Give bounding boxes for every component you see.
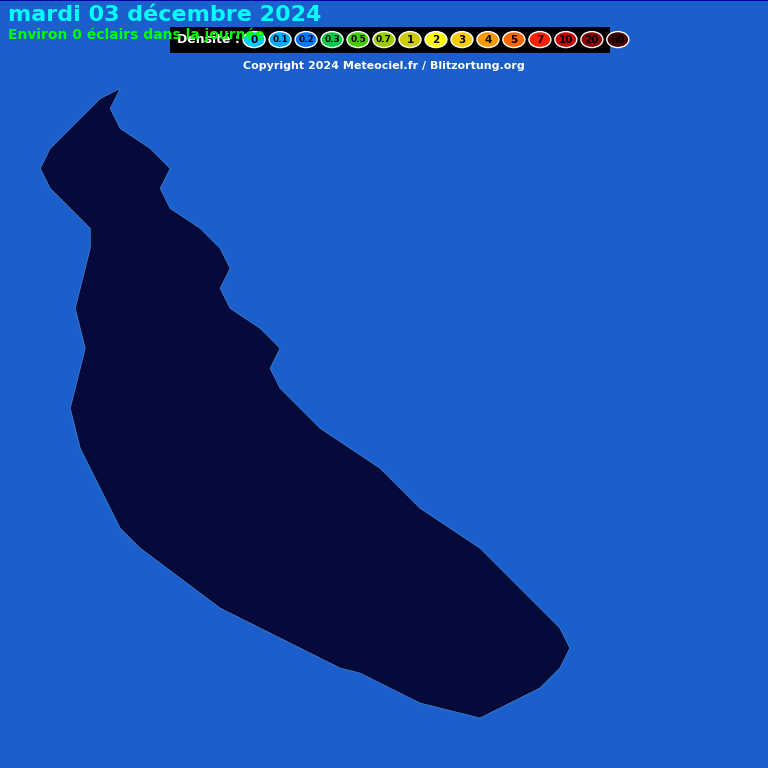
Ellipse shape <box>581 31 603 48</box>
Text: 2: 2 <box>432 35 439 45</box>
Text: Environ 0 éclairs dans la journée: Environ 0 éclairs dans la journée <box>8 27 265 41</box>
Text: 0.1: 0.1 <box>272 35 288 44</box>
Ellipse shape <box>529 31 551 48</box>
Text: 3: 3 <box>458 35 465 45</box>
Ellipse shape <box>451 31 473 48</box>
Bar <box>170 27 610 52</box>
Ellipse shape <box>373 31 395 48</box>
Text: 0.5: 0.5 <box>350 35 366 44</box>
Text: Copyright 2024 Meteociel.fr / Blitzortung.org: Copyright 2024 Meteociel.fr / Blitzortun… <box>243 61 525 71</box>
Text: 50: 50 <box>611 35 625 45</box>
Text: 1: 1 <box>406 35 414 45</box>
Text: 0.3: 0.3 <box>324 35 340 44</box>
Ellipse shape <box>503 31 525 48</box>
Text: 20: 20 <box>584 35 599 45</box>
Ellipse shape <box>477 31 499 48</box>
Text: 10: 10 <box>558 35 573 45</box>
Ellipse shape <box>295 31 317 48</box>
Text: 0.2: 0.2 <box>298 35 314 44</box>
Text: mardi 03 décembre 2024: mardi 03 décembre 2024 <box>8 5 322 25</box>
Text: 0: 0 <box>250 35 258 45</box>
Text: 4: 4 <box>485 35 492 45</box>
Ellipse shape <box>607 31 629 48</box>
Text: 7: 7 <box>536 35 544 45</box>
Polygon shape <box>40 88 570 718</box>
Ellipse shape <box>425 31 447 48</box>
Ellipse shape <box>554 31 577 48</box>
Ellipse shape <box>321 31 343 48</box>
Ellipse shape <box>243 31 265 48</box>
Text: Densité :: Densité : <box>177 33 240 46</box>
Ellipse shape <box>399 31 421 48</box>
Text: 0.7: 0.7 <box>376 35 392 44</box>
Ellipse shape <box>347 31 369 48</box>
Ellipse shape <box>269 31 291 48</box>
Text: 5: 5 <box>510 35 518 45</box>
